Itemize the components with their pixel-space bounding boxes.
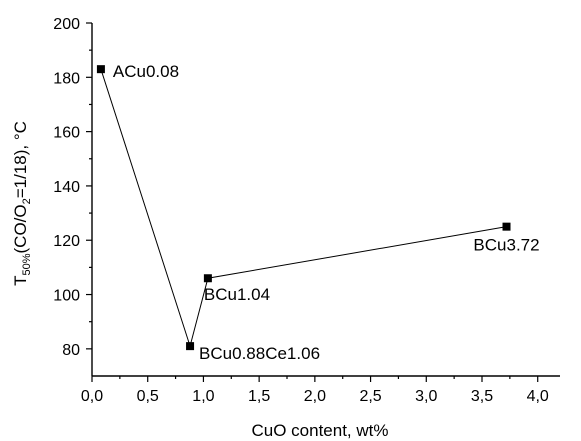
y-axis-title: T50%(CO/O2=1/18), °C bbox=[11, 121, 33, 286]
data-point-label: BCu1.04 bbox=[204, 285, 270, 304]
y-tick-label: 100 bbox=[53, 288, 80, 305]
y-tick-label: 200 bbox=[53, 16, 80, 33]
ticks: 0,0 0,5 1,0 1,5 2,0 2,5 3,0 3,5 4,0 80 100 120 140 16… bbox=[53, 16, 549, 405]
data-point-marker bbox=[186, 342, 195, 351]
x-tick-label: 1,5 bbox=[248, 388, 270, 405]
data-point-label: ACu0.08 bbox=[113, 62, 179, 81]
x-axis-title: CuO content, wt% bbox=[251, 421, 388, 440]
y-tick-label: 180 bbox=[53, 70, 80, 87]
x-tick-label: 2,5 bbox=[359, 388, 381, 405]
y-tick-label: 120 bbox=[53, 233, 80, 250]
x-tick-label: 3,0 bbox=[415, 388, 437, 405]
point-labels: ACu0.08 BCu0.88Ce1.06 BCu1.04 BCu3.72 bbox=[113, 62, 540, 363]
data-point-label: BCu0.88Ce1.06 bbox=[199, 344, 320, 363]
y-tick-label: 80 bbox=[62, 342, 80, 359]
y-axis-title-sub1: 50% bbox=[21, 253, 33, 275]
data-point-label: BCu3.72 bbox=[473, 236, 539, 255]
y-tick-label: 160 bbox=[53, 125, 80, 142]
x-tick-label: 0,5 bbox=[137, 388, 159, 405]
y-axis-title-paren: (CO/O bbox=[11, 204, 30, 253]
x-tick-label: 0,0 bbox=[81, 388, 103, 405]
x-tick-label: 4,0 bbox=[527, 388, 549, 405]
y-axis-title-main: T bbox=[11, 276, 30, 286]
data-point-marker bbox=[203, 274, 212, 283]
y-axis-title-rest: =1/18), °C bbox=[11, 121, 30, 198]
y-axis-title-sub2: 2 bbox=[21, 198, 33, 204]
x-tick-label: 1,0 bbox=[192, 388, 214, 405]
data-point-marker bbox=[96, 65, 105, 74]
x-tick-label: 3,5 bbox=[471, 388, 493, 405]
x-tick-label: 2,0 bbox=[304, 388, 326, 405]
y-tick-label: 140 bbox=[53, 179, 80, 196]
series-line bbox=[100, 69, 507, 348]
data-point-marker bbox=[502, 222, 511, 231]
series-group bbox=[96, 65, 511, 351]
